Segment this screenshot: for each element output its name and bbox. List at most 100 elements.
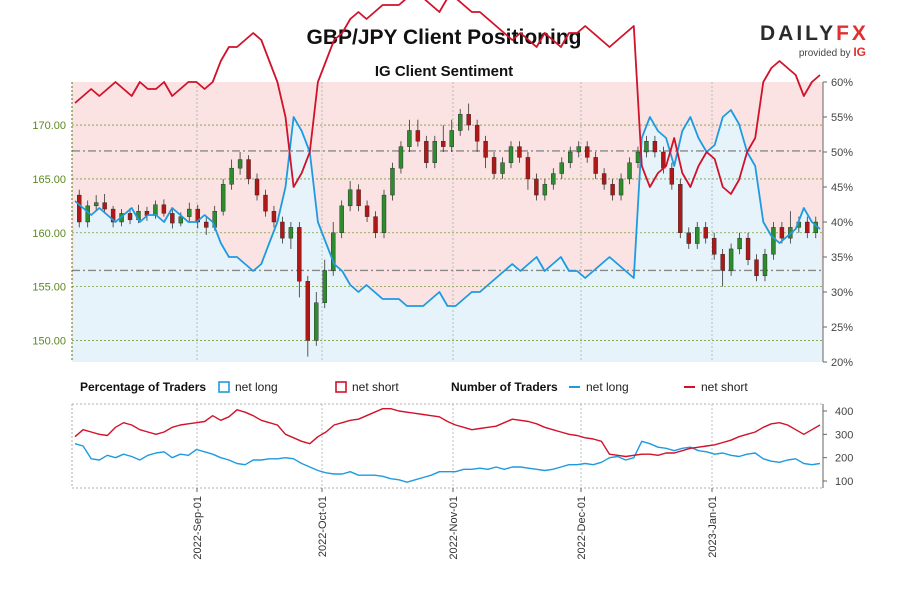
brand-word-right: FX — [836, 22, 869, 45]
candle-body — [508, 146, 514, 163]
net-long-pct-line — [74, 109, 821, 307]
candle-body — [644, 141, 649, 153]
price-tick-label: 150.00 — [32, 335, 66, 347]
candle-body — [280, 221, 285, 239]
candle-body — [703, 227, 708, 239]
brand-provided-by: provided by — [798, 48, 851, 59]
candle-body — [398, 146, 404, 169]
candle-body — [686, 232, 691, 244]
candle-body — [170, 213, 175, 224]
candle-body — [237, 159, 243, 169]
net-short-pct-line — [74, 0, 821, 195]
count-tick-label: 100 — [835, 476, 853, 488]
candle-body — [771, 227, 776, 255]
candle-body — [271, 211, 277, 223]
net-short-count-line — [74, 408, 821, 458]
candle-body — [661, 151, 666, 169]
candle-body — [745, 237, 751, 260]
candle-body — [805, 221, 810, 233]
candle-body — [322, 270, 327, 303]
pct-tick-label: 55% — [831, 112, 853, 124]
candle-body — [449, 130, 454, 147]
candle-body — [390, 167, 395, 196]
brand-ig: IG — [853, 45, 866, 59]
candle-body — [627, 162, 632, 180]
candle-body — [610, 184, 615, 196]
pct-tick-label: 25% — [831, 322, 853, 334]
chart-subtitle: IG Client Sentiment — [374, 63, 514, 80]
candle-body — [568, 151, 573, 163]
candle-body — [517, 146, 522, 158]
legend-count-net-short-label: net short — [701, 380, 748, 394]
x-tick-label: 2022-Dec-01 — [576, 496, 588, 560]
net-long-count-line — [74, 440, 821, 483]
candle-body — [424, 141, 429, 163]
count-tick-label: 400 — [835, 406, 853, 418]
candle-body — [466, 114, 471, 126]
candle-body — [204, 221, 209, 228]
pct-tick-label: 50% — [831, 147, 853, 159]
legend-percentage-label: Percentage of Traders — [80, 380, 206, 394]
legend-long-box-icon — [218, 381, 230, 393]
count-tick-label: 300 — [835, 429, 853, 441]
pct-tick-label: 30% — [831, 287, 853, 299]
candle-body — [593, 157, 598, 174]
candle-body — [246, 159, 251, 180]
candle-body — [652, 141, 658, 153]
candle-body — [576, 146, 581, 153]
pct-tick-label: 20% — [831, 357, 853, 369]
pct-tick-label: 40% — [831, 217, 853, 229]
candle-body — [669, 167, 675, 185]
candle-body — [161, 204, 167, 214]
candle-body — [288, 227, 294, 239]
candle-body — [187, 208, 192, 217]
candle-body — [407, 130, 412, 147]
candle-body — [711, 237, 717, 255]
candle-body — [373, 216, 378, 233]
candle-body — [229, 167, 234, 185]
candle-body — [102, 202, 107, 210]
candle-body — [305, 281, 311, 341]
candle-body — [728, 248, 734, 271]
dailyfx-logo: DAILYFX provided by IG — [760, 22, 866, 59]
candle-body — [441, 141, 446, 147]
candle-body — [415, 130, 421, 142]
x-tick-label: 2022-Sep-01 — [192, 496, 204, 560]
candle-body — [551, 173, 556, 185]
candle-body — [584, 146, 590, 158]
candle-body — [525, 157, 531, 180]
legend-net-short-label: net short — [352, 380, 399, 394]
price-tick-label: 170.00 — [32, 120, 66, 132]
candle-body — [500, 162, 505, 174]
pct-tick-label: 35% — [831, 252, 853, 264]
candle-body — [356, 189, 361, 207]
candle-body — [737, 237, 742, 250]
pct-tick-label: 45% — [831, 182, 853, 194]
count-tick-label: 200 — [835, 453, 853, 465]
candle-body — [559, 162, 564, 174]
candle-body — [220, 184, 226, 212]
candle-body — [601, 173, 607, 185]
candle-body — [127, 213, 133, 221]
candle-body — [347, 189, 353, 207]
candle-body — [331, 232, 336, 271]
chart-title: GBP/JPY Client Positioning — [306, 26, 582, 49]
long-sentiment-area — [72, 110, 823, 362]
candle-body — [491, 157, 497, 174]
candle-body — [762, 254, 768, 277]
price-tick-label: 160.00 — [32, 228, 66, 240]
brand-word-left: DAILY — [760, 22, 837, 45]
candle-body — [263, 194, 268, 212]
candle-body — [720, 254, 725, 271]
x-tick-label: 2022-Nov-01 — [448, 496, 460, 560]
x-tick-label: 2023-Jan-01 — [707, 496, 719, 558]
candle-body — [339, 205, 344, 233]
candle-body — [110, 208, 116, 223]
candle-body — [77, 194, 82, 223]
candle-body — [93, 202, 99, 207]
candle-body — [314, 302, 319, 341]
legend-number-label: Number of Traders — [451, 380, 558, 394]
legend-net-long-label: net long — [235, 380, 278, 394]
candle-body — [542, 184, 548, 196]
